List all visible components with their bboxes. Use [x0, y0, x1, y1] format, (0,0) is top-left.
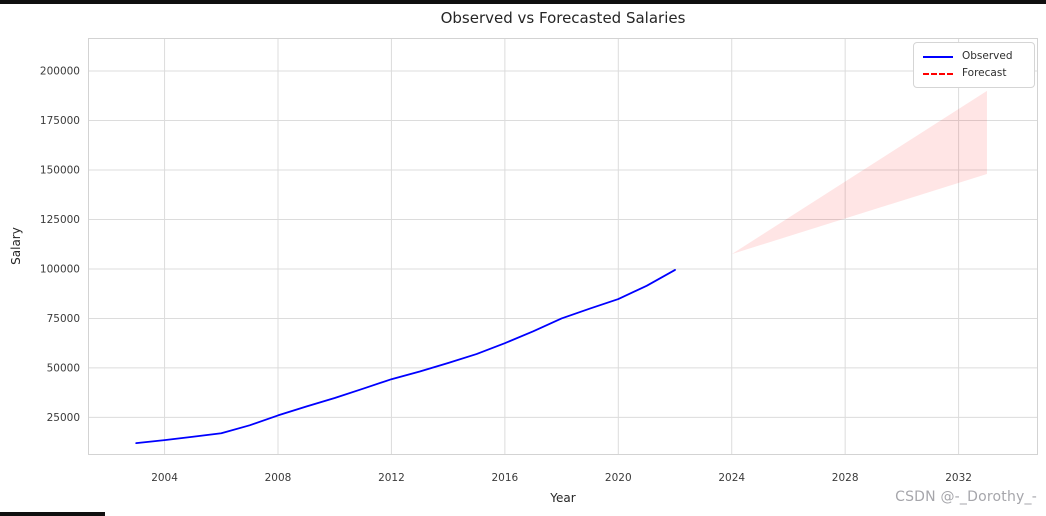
x-tick-label-2008: 2008 — [265, 472, 292, 484]
legend-item-observed: Observed — [923, 50, 1025, 63]
x-tick-label-2020: 2020 — [605, 472, 632, 484]
legend-item-forecast: Forecast — [923, 67, 1025, 80]
observed-line — [135, 269, 676, 445]
forecast-line-sample — [923, 72, 953, 75]
plot-border — [88, 38, 1038, 455]
watermark: CSDN @-_Dorothy_- — [895, 489, 1037, 505]
bottom-left-border-bar — [0, 512, 105, 516]
y-tick-label-200000: 200000 — [40, 66, 80, 78]
y-tick-label-50000: 50000 — [47, 362, 80, 374]
chart-title: Observed vs Forecasted Salaries — [440, 9, 686, 27]
observed-line-sample — [923, 55, 953, 58]
y-tick-label-175000: 175000 — [40, 115, 80, 127]
x-tick-label-2016: 2016 — [491, 472, 518, 484]
legend-label-observed: Observed — [962, 50, 1013, 62]
legend: Observed Forecast — [913, 42, 1035, 88]
y-tick-label-150000: 150000 — [40, 165, 80, 177]
x-tick-label-2028: 2028 — [832, 472, 859, 484]
y-axis-label: Salary — [9, 227, 23, 265]
plot-area: 2004 2008 2012 2016 2020 2024 2028 2032 25000 500… — [40, 38, 1038, 484]
y-tick-label-125000: 125000 — [40, 214, 80, 226]
top-border-bar — [0, 0, 1046, 4]
forecast-confidence-band — [731, 90, 987, 255]
y-tick-label-75000: 75000 — [47, 313, 80, 325]
x-tick-label-2024: 2024 — [718, 472, 745, 484]
x-axis-label: Year — [550, 491, 576, 505]
x-tick-label-2012: 2012 — [378, 472, 405, 484]
y-tick-label-25000: 25000 — [47, 412, 80, 424]
legend-label-forecast: Forecast — [962, 67, 1007, 79]
x-tick-label-2004: 2004 — [151, 472, 178, 484]
x-tick-label-2032: 2032 — [945, 472, 972, 484]
y-tick-label-100000: 100000 — [40, 263, 80, 275]
